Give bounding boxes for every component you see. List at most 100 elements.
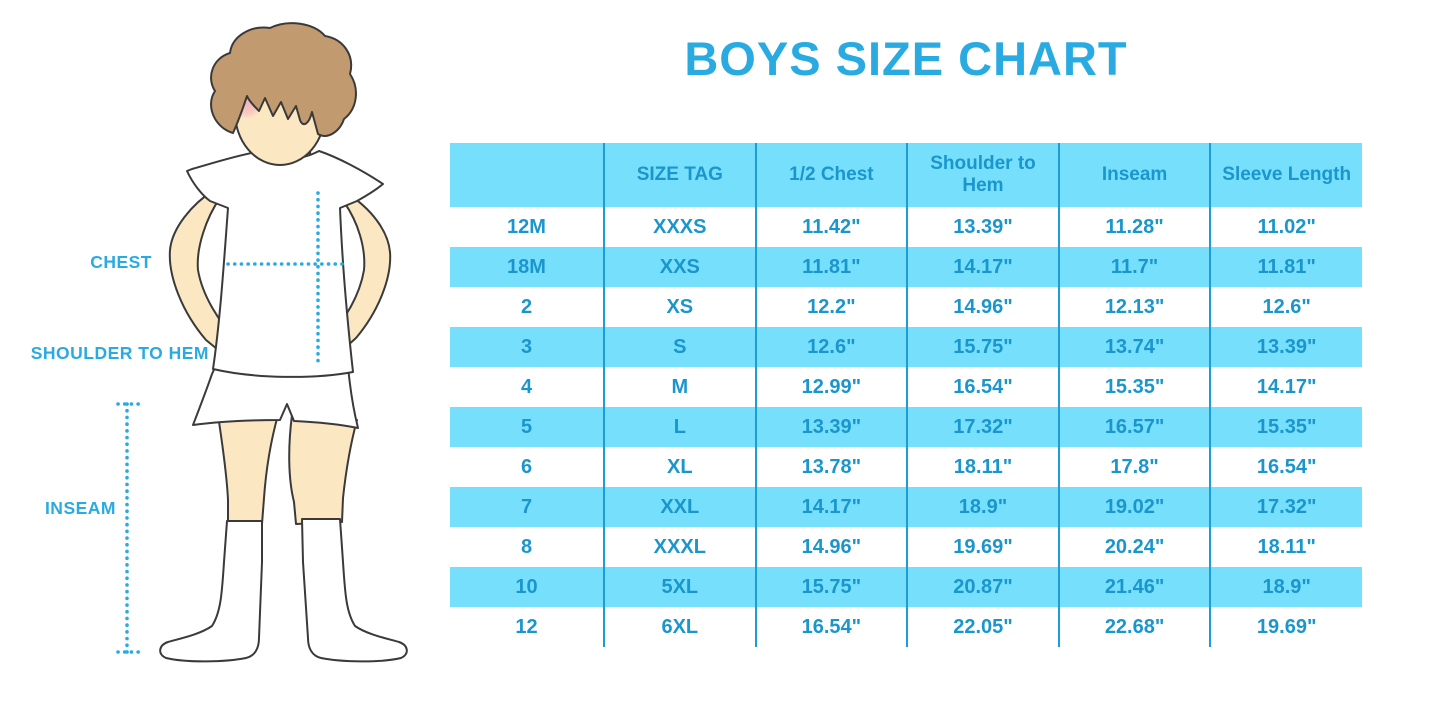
- column-header: 1/2 Chest: [754, 143, 908, 207]
- left-sock: [159, 520, 263, 663]
- size-cell: 2: [520, 295, 533, 318]
- size-cell: 12: [515, 615, 538, 638]
- measurement-cell: XXL: [603, 487, 756, 527]
- table-row: 18M XXS 11.81" 14.17" 11.7" 11.81": [450, 247, 1362, 287]
- boy-figure-illustration: CHEST SHOULDER TO HEM INSEAM: [31, 22, 408, 663]
- measurement-cell: XXXL: [603, 527, 756, 567]
- measurement-cell: 14.17": [1209, 367, 1362, 407]
- size-table: SIZE TAG 1/2 Chest Shoulder to Hem Inseam Sl…: [450, 143, 1362, 647]
- measurement-cell: 13.78": [754, 447, 908, 487]
- size-cell: 4: [520, 375, 533, 398]
- measurement-cell: 18.9": [1209, 567, 1362, 607]
- measurement-cell: 15.75": [906, 327, 1059, 367]
- table-row: 3 S 12.6" 15.75" 13.74" 13.39": [450, 327, 1362, 367]
- right-leg: [288, 414, 358, 525]
- measurement-cell: 17.32": [906, 407, 1059, 447]
- measurement-cell: L: [603, 407, 756, 447]
- measurement-cell: 11.81": [1209, 247, 1362, 287]
- measurement-cell: 5XL: [603, 567, 756, 607]
- measurement-cell: 11.42": [754, 207, 908, 247]
- measurement-cell: 15.35": [1209, 407, 1362, 447]
- column-header: Shoulder to Hem: [906, 143, 1059, 207]
- measurement-cell: 20.87": [906, 567, 1059, 607]
- measurement-cell: XXS: [603, 247, 756, 287]
- table-row: 8 XXXL 14.96" 19.69" 20.24" 18.11": [450, 527, 1362, 567]
- measurement-cell: 17.32": [1209, 487, 1362, 527]
- measurement-cell: 20.24": [1057, 527, 1211, 567]
- measurement-cell: M: [603, 367, 756, 407]
- table-row: 2 XS 12.2" 14.96" 12.13" 12.6": [450, 287, 1362, 327]
- measurement-cell: 21.46": [1057, 567, 1211, 607]
- measurement-cell: 16.57": [1057, 407, 1211, 447]
- column-header-empty: [450, 143, 604, 207]
- table-row: 7 XXL 14.17" 18.9" 19.02" 17.32": [450, 487, 1362, 527]
- size-cell: 10: [515, 575, 538, 598]
- size-cell: 5: [520, 415, 533, 438]
- measurement-cell: 12.13": [1057, 287, 1211, 327]
- measurement-cell: XXXS: [603, 207, 756, 247]
- measurement-cell: 13.74": [1057, 327, 1211, 367]
- size-cell: 18M: [507, 255, 546, 278]
- measurement-cell: 13.39": [1209, 327, 1362, 367]
- measurement-cell: 13.39": [906, 207, 1059, 247]
- measurement-cell: 14.17": [754, 487, 908, 527]
- shoulder-to-hem-label: SHOULDER TO HEM: [31, 343, 209, 363]
- measurement-cell: 16.54": [1209, 447, 1362, 487]
- measurement-cell: 16.54": [906, 367, 1059, 407]
- measurement-cell: 15.75": [754, 567, 908, 607]
- measurement-cell: 18.11": [1209, 527, 1362, 567]
- table-row: 5 L 13.39" 17.32" 16.57" 15.35": [450, 407, 1362, 447]
- measurement-cell: 12.6": [754, 327, 908, 367]
- measurement-cell: 12.6": [1209, 287, 1362, 327]
- measurement-cell: 14.96": [754, 527, 908, 567]
- size-cell: 12M: [507, 215, 546, 238]
- measurement-cell: 14.17": [906, 247, 1059, 287]
- hair: [210, 22, 357, 137]
- measurement-cell: 19.69": [906, 527, 1059, 567]
- chest-label: CHEST: [90, 252, 152, 272]
- measurement-cell: 19.02": [1057, 487, 1211, 527]
- measurement-cell: 22.68": [1057, 607, 1211, 647]
- measurement-cell: 11.81": [754, 247, 908, 287]
- measurement-cell: 11.28": [1057, 207, 1211, 247]
- measurement-cell: 19.69": [1209, 607, 1362, 647]
- measurement-cell: XL: [603, 447, 756, 487]
- measurement-cell: 12.99": [754, 367, 908, 407]
- measurement-cell: 13.39": [754, 407, 908, 447]
- t-shirt: [186, 150, 384, 378]
- measurement-cell: 15.35": [1057, 367, 1211, 407]
- table-body: 12M XXXS 11.42" 13.39" 11.28" 11.02" 18M XXS 11.…: [450, 207, 1362, 647]
- measurement-cell: XS: [603, 287, 756, 327]
- page-title: BOYS SIZE CHART: [684, 32, 1128, 85]
- size-cell: 8: [520, 535, 533, 558]
- size-cell: 3: [520, 335, 533, 358]
- size-cell: 7: [520, 495, 533, 518]
- table-row: 6 XL 13.78" 18.11" 17.8" 16.54": [450, 447, 1362, 487]
- measurement-cell: 11.02": [1209, 207, 1362, 247]
- measurement-cell: 12.2": [754, 287, 908, 327]
- header-row: SIZE TAG 1/2 Chest Shoulder to Hem Inseam Sl…: [450, 143, 1362, 207]
- left-leg: [217, 414, 279, 525]
- inseam-label: INSEAM: [45, 498, 116, 518]
- measurement-cell: 6XL: [603, 607, 756, 647]
- column-header: SIZE TAG: [603, 143, 756, 207]
- measurement-cell: 18.11": [906, 447, 1059, 487]
- table-header: SIZE TAG 1/2 Chest Shoulder to Hem Inseam Sl…: [450, 143, 1362, 207]
- measurement-cell: 11.7": [1057, 247, 1211, 287]
- column-header: Inseam: [1057, 143, 1211, 207]
- shorts: [192, 362, 359, 429]
- measurement-cell: S: [603, 327, 756, 367]
- table-row: 12M XXXS 11.42" 13.39" 11.28" 11.02": [450, 207, 1362, 247]
- right-sock: [301, 518, 408, 663]
- measurement-cell: 17.8": [1057, 447, 1211, 487]
- column-header: Sleeve Length: [1209, 143, 1362, 207]
- size-cell: 6: [520, 455, 533, 478]
- measurement-cell: 14.96": [906, 287, 1059, 327]
- measurement-cell: 18.9": [906, 487, 1059, 527]
- table-row: 4 M 12.99" 16.54" 15.35" 14.17": [450, 367, 1362, 407]
- measurement-cell: 16.54": [754, 607, 908, 647]
- table-row: 10 5XL 15.75" 20.87" 21.46" 18.9": [450, 567, 1362, 607]
- boy-measurement-diagram: CHEST SHOULDER TO HEM INSEAM: [0, 0, 450, 723]
- measurement-cell: 22.05": [906, 607, 1059, 647]
